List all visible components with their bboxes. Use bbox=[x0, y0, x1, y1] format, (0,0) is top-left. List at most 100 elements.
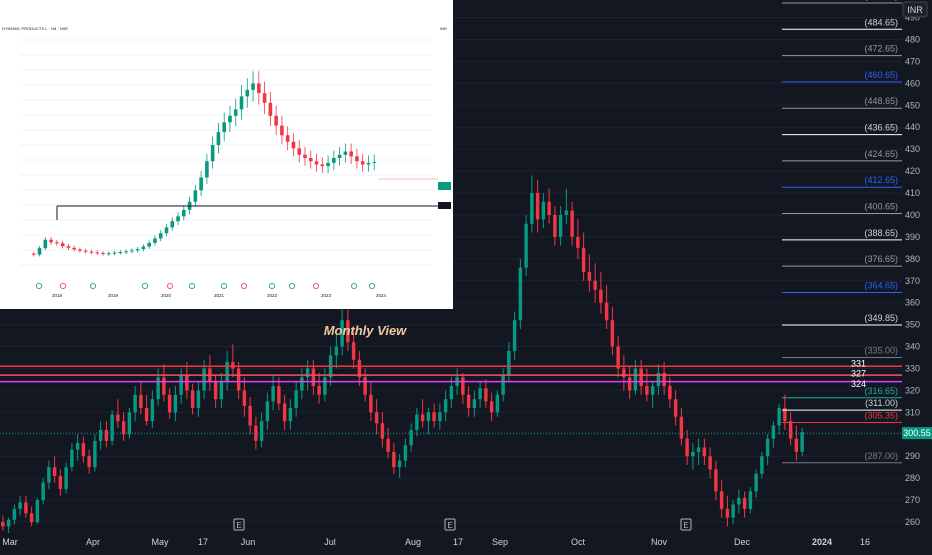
candle-body[interactable] bbox=[570, 210, 574, 237]
candle-body[interactable] bbox=[495, 394, 500, 413]
candle-body[interactable] bbox=[403, 445, 408, 461]
time-axis[interactable] bbox=[0, 534, 932, 550]
candle-body[interactable] bbox=[472, 399, 477, 408]
candle-body[interactable] bbox=[771, 425, 776, 439]
earnings-marker-icon[interactable] bbox=[680, 518, 692, 531]
candle-body[interactable] bbox=[742, 497, 747, 509]
candle-body[interactable] bbox=[645, 386, 649, 395]
candle-body[interactable] bbox=[777, 407, 781, 426]
candle-body[interactable] bbox=[673, 399, 678, 417]
candle-body[interactable] bbox=[524, 223, 528, 268]
candle-body[interactable] bbox=[357, 359, 362, 378]
candle-body[interactable] bbox=[461, 377, 465, 395]
candle-body[interactable] bbox=[581, 247, 586, 272]
candle-body[interactable] bbox=[616, 346, 620, 369]
candle-body[interactable] bbox=[656, 372, 661, 387]
candle-body[interactable] bbox=[75, 443, 80, 450]
candle-body[interactable] bbox=[564, 210, 569, 215]
candle-body[interactable] bbox=[668, 386, 672, 400]
candle-body[interactable] bbox=[127, 412, 132, 435]
candle-body[interactable] bbox=[363, 377, 367, 395]
candle-body[interactable] bbox=[449, 386, 454, 400]
candle-body[interactable] bbox=[484, 388, 488, 402]
candle-body[interactable] bbox=[156, 377, 160, 400]
candle-body[interactable] bbox=[24, 502, 28, 514]
candle-body[interactable] bbox=[685, 438, 689, 457]
candle-body[interactable] bbox=[213, 381, 218, 400]
candle-body[interactable] bbox=[639, 368, 643, 387]
candle-body[interactable] bbox=[604, 302, 609, 321]
candle-body[interactable] bbox=[507, 350, 511, 376]
candle-body[interactable] bbox=[702, 447, 707, 457]
candle-body[interactable] bbox=[110, 414, 114, 441]
earnings-marker-icon[interactable] bbox=[233, 518, 245, 531]
candle-body[interactable] bbox=[6, 519, 11, 527]
candle-body[interactable] bbox=[737, 497, 741, 505]
candle-body[interactable] bbox=[242, 390, 247, 406]
candle-body[interactable] bbox=[162, 377, 166, 395]
candle-body[interactable] bbox=[576, 236, 580, 248]
candle-body[interactable] bbox=[662, 372, 666, 387]
candle-body[interactable] bbox=[81, 443, 86, 457]
candle-body[interactable] bbox=[144, 407, 149, 422]
candle-body[interactable] bbox=[627, 377, 632, 391]
candle-body[interactable] bbox=[558, 214, 563, 237]
candle-body[interactable] bbox=[167, 394, 172, 413]
candle-body[interactable] bbox=[340, 320, 344, 347]
candle-body[interactable] bbox=[64, 467, 68, 490]
candle-body[interactable] bbox=[351, 342, 356, 360]
candle-body[interactable] bbox=[104, 429, 109, 441]
candle-body[interactable] bbox=[121, 421, 126, 435]
candle-body[interactable] bbox=[334, 346, 339, 356]
candle-body[interactable] bbox=[277, 386, 281, 404]
candle-body[interactable] bbox=[35, 500, 40, 523]
candle-body[interactable] bbox=[18, 502, 22, 509]
candle-body[interactable] bbox=[346, 320, 350, 343]
candle-body[interactable] bbox=[265, 401, 270, 422]
candle-body[interactable] bbox=[443, 399, 448, 413]
candle-body[interactable] bbox=[305, 368, 310, 378]
candle-body[interactable] bbox=[116, 414, 120, 422]
candle-body[interactable] bbox=[409, 429, 413, 446]
candle-body[interactable] bbox=[179, 375, 183, 395]
candle-body[interactable] bbox=[512, 320, 517, 351]
candle-body[interactable] bbox=[311, 368, 316, 387]
candle-body[interactable] bbox=[47, 467, 51, 483]
candle-body[interactable] bbox=[708, 456, 712, 470]
candle-body[interactable] bbox=[518, 267, 523, 321]
candle-body[interactable] bbox=[52, 467, 57, 476]
candle-body[interactable] bbox=[196, 390, 201, 408]
candle-body[interactable] bbox=[392, 451, 396, 468]
candle-body[interactable] bbox=[478, 388, 482, 400]
candle-body[interactable] bbox=[650, 386, 655, 395]
candle-body[interactable] bbox=[259, 421, 264, 441]
candle-body[interactable] bbox=[541, 201, 546, 220]
candle-body[interactable] bbox=[41, 482, 45, 501]
candle-body[interactable] bbox=[501, 375, 505, 395]
candle-body[interactable] bbox=[380, 423, 385, 439]
candle-body[interactable] bbox=[231, 361, 235, 369]
candle-body[interactable] bbox=[432, 412, 436, 422]
candle-body[interactable] bbox=[599, 289, 603, 303]
candle-body[interactable] bbox=[426, 412, 431, 422]
candle-body[interactable] bbox=[788, 421, 793, 439]
candle-body[interactable] bbox=[438, 412, 442, 422]
candle-body[interactable] bbox=[236, 368, 241, 391]
candle-body[interactable] bbox=[98, 429, 103, 441]
candle-body[interactable] bbox=[553, 214, 557, 237]
candle-body[interactable] bbox=[466, 394, 471, 408]
candle-body[interactable] bbox=[219, 381, 224, 400]
candle-body[interactable] bbox=[794, 438, 799, 452]
candle-body[interactable] bbox=[633, 368, 638, 391]
candle-body[interactable] bbox=[190, 390, 195, 408]
candle-body[interactable] bbox=[610, 320, 615, 347]
candle-body[interactable] bbox=[696, 447, 701, 452]
candle-body[interactable] bbox=[593, 280, 597, 290]
candle-body[interactable] bbox=[133, 394, 137, 413]
price-axis[interactable] bbox=[902, 0, 932, 550]
candle-body[interactable] bbox=[719, 491, 724, 509]
candle-body[interactable] bbox=[300, 377, 304, 391]
candle-body[interactable] bbox=[714, 469, 718, 492]
candle-body[interactable] bbox=[800, 432, 804, 452]
